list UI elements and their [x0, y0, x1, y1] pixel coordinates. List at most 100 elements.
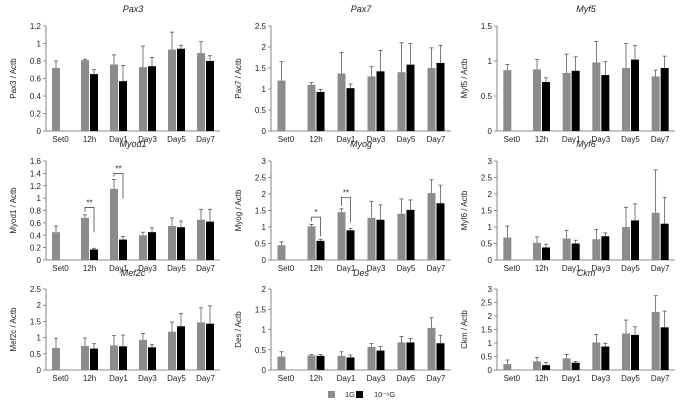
bar-10-g-day5 [631, 220, 639, 260]
y-tick-label: 0.4 [30, 231, 42, 240]
significance-label: * [314, 208, 317, 217]
bar-1g-set0 [52, 68, 60, 131]
legend-swatch-1g [328, 391, 335, 398]
y-tick-label: 1.6 [30, 157, 42, 166]
bar-1g-set0 [277, 80, 286, 131]
bar-10-g-day1 [571, 362, 580, 370]
y-tick-label: 1.5 [481, 22, 493, 31]
bar-10-g-day7 [660, 223, 669, 260]
bar-1g-day1 [110, 345, 118, 370]
x-tick-label: Set0 [278, 264, 295, 273]
y-axis-label: Myog / Actb [234, 189, 243, 231]
significance-label: ** [343, 188, 349, 197]
x-tick-label: Day5 [621, 135, 640, 144]
bar-10-g-day1 [346, 230, 355, 260]
bar-1g-day5 [168, 225, 176, 260]
bar-1g-day7 [427, 193, 436, 260]
bar-1g-set0 [277, 356, 286, 370]
y-axis-label: Pax3 / Actb [9, 58, 18, 99]
y-tick-label: 2 [488, 312, 493, 321]
x-tick-label: Day3 [591, 264, 610, 273]
bar-10-g-day7 [660, 68, 669, 131]
x-tick-label: Day1 [562, 264, 581, 273]
x-tick-label: Day5 [167, 264, 186, 273]
bar-10-g-day1 [571, 243, 580, 260]
y-axis-label: Ckm / Actb [460, 310, 469, 349]
bar-10-g-day3 [601, 75, 610, 131]
y-tick-label: 3 [488, 285, 493, 294]
panel-pax3: Pax3 Pax3 / Actb 0 0.2 0.4 0.6 0.8 1 1.2 Set0 12h D… [9, 4, 220, 144]
bar-10-g-day1 [571, 70, 580, 131]
bar-1g-day7 [197, 53, 205, 131]
y-tick-label: 1 [262, 223, 267, 232]
y-tick-label: 0.5 [255, 240, 267, 249]
bar-1g-day3 [139, 235, 147, 260]
y-tick-label: 1.5 [481, 207, 493, 216]
y-tick-label: 1 [37, 40, 42, 49]
x-tick-label: Day1 [109, 135, 128, 144]
x-tick-label: Day7 [427, 135, 446, 144]
y-tick-label: 2 [37, 301, 42, 310]
bar-1g-day5 [397, 72, 406, 131]
y-tick-label: 3 [488, 157, 493, 166]
bar-1g-day5 [622, 227, 630, 260]
x-tick-label: Day5 [397, 374, 416, 383]
bar-10-g-day3 [148, 347, 156, 370]
x-tick-label: Day5 [621, 264, 640, 273]
bar-1g-day3 [592, 62, 601, 131]
bar-1g-set0 [277, 245, 286, 260]
panel-ckm: Ckm Ckm / Actb 0 0.5 1 1.5 2 2.5 3 Set0 12h Day1 Day… [460, 268, 675, 383]
bar-1g-set0 [52, 232, 60, 260]
x-tick-label: Day1 [337, 135, 356, 144]
bar-10-g-day7 [206, 61, 214, 131]
x-tick-label: 12h [535, 135, 548, 144]
bar-1g-day7 [651, 311, 660, 370]
y-tick-label: 0.4 [30, 92, 42, 101]
bar-10-g-day5 [631, 59, 639, 131]
y-tick-label: 1.5 [255, 305, 267, 314]
bar-10-g-12h [316, 240, 325, 260]
panel-mef2c: Mef2c Mef2c / Actb 0 0.5 1 1.5 2 2.5 Set0 12h Day1… [9, 268, 220, 383]
y-tick-label: 0 [262, 366, 267, 375]
x-tick-label: Day3 [367, 374, 386, 383]
bar-1g-12h [533, 361, 541, 370]
x-tick-label: 12h [83, 135, 96, 144]
panel-title: Myf6 [576, 139, 596, 149]
y-tick-label: 0 [262, 256, 267, 265]
y-tick-label: 0.2 [30, 110, 42, 119]
x-tick-label: Day5 [397, 264, 416, 273]
x-tick-label: Day7 [651, 264, 670, 273]
bar-1g-day7 [651, 212, 660, 260]
y-tick-label: 0.5 [255, 106, 267, 115]
bar-10-g-12h [90, 249, 98, 260]
y-tick-label: 0.5 [481, 353, 493, 362]
y-tick-label: 2.5 [481, 299, 493, 308]
bar-1g-day1 [337, 73, 346, 131]
y-axis-label: Myod1 / Actb [9, 187, 18, 234]
bar-1g-day1 [110, 64, 118, 131]
significance-bracket [311, 216, 321, 237]
y-tick-label: 0.5 [30, 350, 42, 359]
y-tick-label: 2.5 [30, 285, 42, 294]
x-tick-label: Set0 [504, 374, 521, 383]
panel-title: Myf5 [576, 4, 596, 14]
panel-title: Myod1 [119, 139, 146, 149]
y-axis-label: Myf5 / Actb [460, 58, 469, 98]
y-tick-label: 0 [37, 256, 42, 265]
y-tick-label: 0.8 [30, 207, 42, 216]
x-tick-label: Day3 [591, 374, 610, 383]
y-tick-label: 1 [488, 223, 493, 232]
bar-10-g-day5 [406, 64, 415, 131]
bar-10-g-day3 [148, 232, 156, 260]
bar-10-g-day3 [148, 66, 156, 131]
x-tick-label: Day7 [427, 374, 446, 383]
x-tick-label: Day1 [562, 374, 581, 383]
bar-1g-day7 [651, 76, 660, 131]
x-tick-label: Set0 [504, 135, 521, 144]
y-tick-label: 1.5 [255, 64, 267, 73]
bar-10-g-12h [542, 82, 550, 131]
y-tick-label: 0.5 [481, 92, 493, 101]
x-tick-label: 12h [535, 264, 548, 273]
bar-1g-12h [307, 355, 316, 370]
bar-10-g-day3 [376, 350, 385, 370]
